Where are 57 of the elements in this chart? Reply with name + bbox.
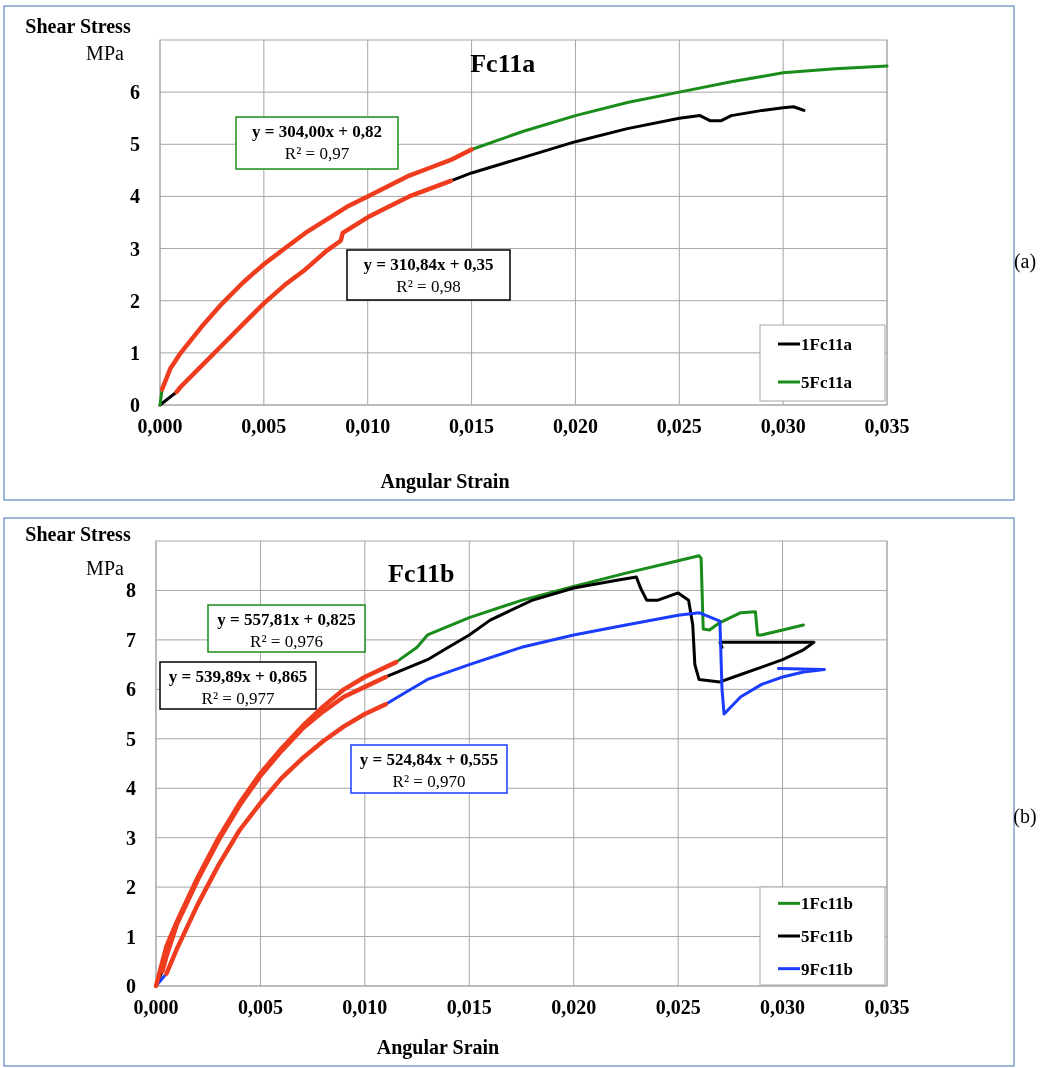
legend-label: 1Fc11a: [801, 335, 853, 354]
x-tick-label: 0,035: [864, 415, 910, 437]
x-tick-label: 0,020: [552, 415, 598, 437]
y-tick-label: 1: [126, 925, 136, 948]
annotation: R² = 0,98: [396, 277, 461, 296]
legend-label: 1Fc11b: [801, 894, 853, 914]
x-tick-label: 0,030: [760, 415, 806, 437]
x-tick-label: 0,005: [237, 996, 283, 1018]
annotation: R² = 0,970: [392, 772, 466, 791]
annotation: R² = 0,97: [284, 144, 350, 163]
x-tick-label: 0,000: [137, 415, 183, 437]
annotation: y = 310,84x + 0,35: [363, 255, 494, 274]
x-tick-label: 0,000: [133, 996, 179, 1018]
x-tick-label: 0,005: [241, 415, 287, 437]
y-tick-label: 2: [126, 876, 136, 899]
y-tick-label: 1: [130, 341, 140, 364]
y-tick-label: 3: [130, 237, 140, 260]
y-tick-label: 4: [126, 777, 136, 800]
y-tick-label: 6: [126, 678, 136, 701]
y-tick-label: 5: [130, 133, 140, 156]
x-tick-label: 0,015: [446, 996, 492, 1018]
text: (a): [1013, 250, 1037, 273]
y-tick-label: 0: [130, 394, 140, 416]
y-tick-label: 2: [130, 289, 140, 312]
y-tick-label: 8: [126, 579, 136, 602]
annotation: y = 304,00x + 0,82: [252, 122, 382, 141]
y-tick-label: 4: [130, 185, 140, 208]
x-tick-label: 0,025: [656, 415, 702, 437]
y-tick-label: 7: [126, 628, 136, 651]
text: MPa: [86, 42, 125, 64]
x-tick-label: 0,015: [449, 415, 495, 437]
y-axis-title: Shear Stress: [25, 15, 131, 37]
annotation: y = 539,89x + 0,865: [168, 667, 308, 686]
y-tick-label: 3: [126, 826, 136, 849]
y-tick-label: 6: [130, 81, 140, 104]
text: Fc11b: [388, 559, 455, 588]
legend-label: 9Fc11b: [801, 959, 853, 979]
x-axis-title: Angular Strain: [380, 470, 510, 493]
x-axis-title: Angular Srain: [376, 1036, 500, 1059]
y-tick-label: 0: [126, 975, 136, 997]
annotation: R² = 0,977: [201, 689, 275, 708]
annotation: R² = 0,976: [250, 632, 323, 651]
x-tick-label: 0,035: [864, 996, 910, 1018]
y-axis-title: Shear Stress: [25, 523, 131, 545]
text: (b): [1013, 805, 1037, 828]
legend-label: 5Fc11b: [801, 927, 853, 946]
x-tick-label: 0,030: [760, 996, 806, 1018]
legend-label: 5Fc11a: [801, 373, 853, 392]
annotation: y = 524,84x + 0,555: [359, 750, 499, 769]
y-tick-label: 5: [126, 727, 136, 750]
x-tick-label: 0,020: [551, 996, 597, 1018]
x-tick-label: 0,010: [342, 996, 388, 1018]
text: MPa: [86, 557, 125, 579]
x-tick-label: 0,010: [345, 415, 391, 437]
annotation: y = 557,81x + 0,825: [217, 610, 356, 629]
x-tick-label: 0,025: [655, 996, 701, 1018]
chart-title: Fc11a: [470, 49, 536, 78]
